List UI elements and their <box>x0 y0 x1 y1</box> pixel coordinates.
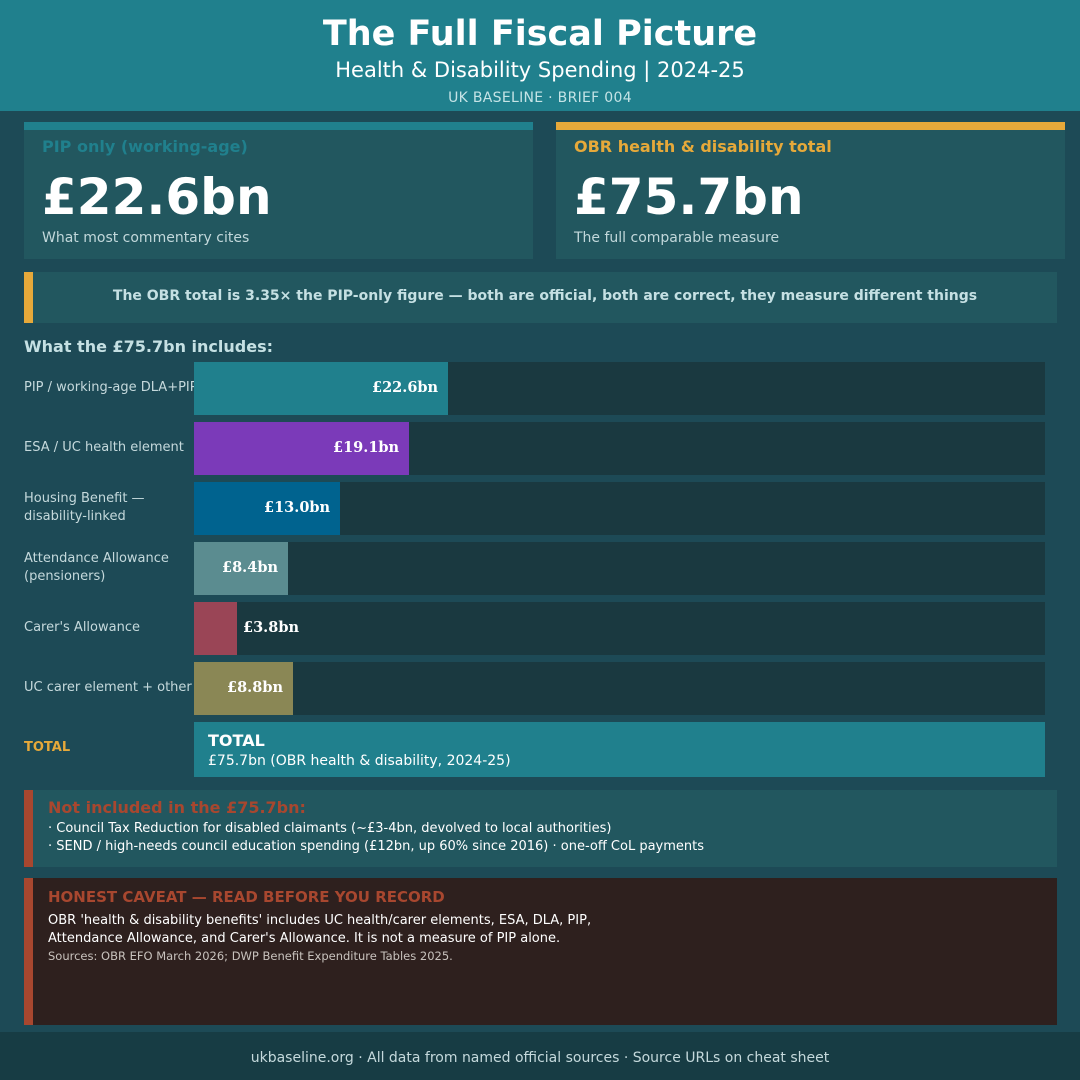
not-included-title: Not included in the £75.7bn: <box>48 798 306 817</box>
not-included-line: · Council Tax Reduction for disabled cla… <box>48 821 612 836</box>
card-accent-bar <box>24 122 533 130</box>
page-title: The Full Fiscal Picture <box>322 14 758 54</box>
page-subtitle: Health & Disability Spending | 2024-25 <box>335 58 745 82</box>
bar-track: £3.8bn <box>194 602 1045 655</box>
card-note: What most commentary cites <box>42 230 250 246</box>
total-detail: £75.7bn (OBR health & disability, 2024-2… <box>208 753 511 769</box>
bar-value-label: £13.0bn <box>264 499 331 516</box>
bar-category-label: UC carer element + other <box>24 679 192 695</box>
bar <box>194 422 409 475</box>
card-note: The full comparable measure <box>574 230 780 246</box>
header: The Full Fiscal Picture Health & Disabil… <box>0 0 1080 111</box>
obr-total-card: OBR health & disability total £75.7bn Th… <box>556 122 1065 259</box>
bar-value-label: £22.6bn <box>372 379 439 396</box>
caveat-title: HONEST CAVEAT — READ BEFORE YOU RECORD <box>48 888 445 906</box>
card-label: PIP only (working-age) <box>42 137 248 156</box>
bar-value-label: £19.1bn <box>333 439 400 456</box>
total-bar: TOTAL £75.7bn (OBR health & disability, … <box>194 722 1045 777</box>
banner-accent <box>24 272 33 323</box>
chart-title: What the £75.7bn includes: <box>24 337 273 356</box>
bar-category-label: Attendance Allowance (pensioners) <box>24 550 169 584</box>
not-included-line: · SEND / high-needs council education sp… <box>48 839 705 854</box>
bar <box>194 362 448 415</box>
pip-only-card: PIP only (working-age) £22.6bn What most… <box>24 122 533 259</box>
ratio-banner: The OBR total is 3.35× the PIP-only figu… <box>24 272 1057 323</box>
total-row-label: TOTAL <box>24 740 71 755</box>
bar-track: £22.6bn <box>194 362 1045 415</box>
bar <box>194 542 288 595</box>
bar <box>194 482 340 535</box>
bar-track: £19.1bn <box>194 422 1045 475</box>
bar-category-label: PIP / working-age DLA+PIP <box>24 379 198 395</box>
bar-track: £8.4bn <box>194 542 1045 595</box>
footer: ukbaseline.org · All data from named off… <box>0 1032 1080 1080</box>
bar <box>194 662 293 715</box>
bar-value-label: £8.4bn <box>222 559 278 576</box>
bar-category-label: Housing Benefit — disability-linked <box>24 490 145 524</box>
caveat-body: OBR 'health & disability benefits' inclu… <box>48 913 592 946</box>
ratio-text: The OBR total is 3.35× the PIP-only figu… <box>112 288 978 304</box>
bar-track: £13.0bn <box>194 482 1045 535</box>
bar-track: £8.8bn <box>194 662 1045 715</box>
card-value: £22.6bn <box>42 168 272 226</box>
bar-category-label: Carer's Allowance <box>24 619 140 635</box>
card-label: OBR health & disability total <box>574 137 832 156</box>
total-title: TOTAL <box>208 731 265 750</box>
panel-accent <box>24 790 33 867</box>
card-accent-bar <box>556 122 1065 130</box>
caveat-sources: Sources: OBR EFO March 2026; DWP Benefit… <box>48 949 453 963</box>
not-included-panel: Not included in the £75.7bn: · Council T… <box>24 790 1057 867</box>
bar-value-label: £3.8bn <box>243 619 299 636</box>
panel-accent <box>24 878 33 1025</box>
bar <box>194 602 237 655</box>
bar-category-label: ESA / UC health element <box>24 439 184 455</box>
card-value: £75.7bn <box>574 168 804 226</box>
bar-value-label: £8.8bn <box>227 679 283 696</box>
brief-tag: UK BASELINE · BRIEF 004 <box>448 90 632 106</box>
footer-text: ukbaseline.org · All data from named off… <box>250 1050 830 1066</box>
caveat-panel: HONEST CAVEAT — READ BEFORE YOU RECORD O… <box>24 878 1057 1025</box>
